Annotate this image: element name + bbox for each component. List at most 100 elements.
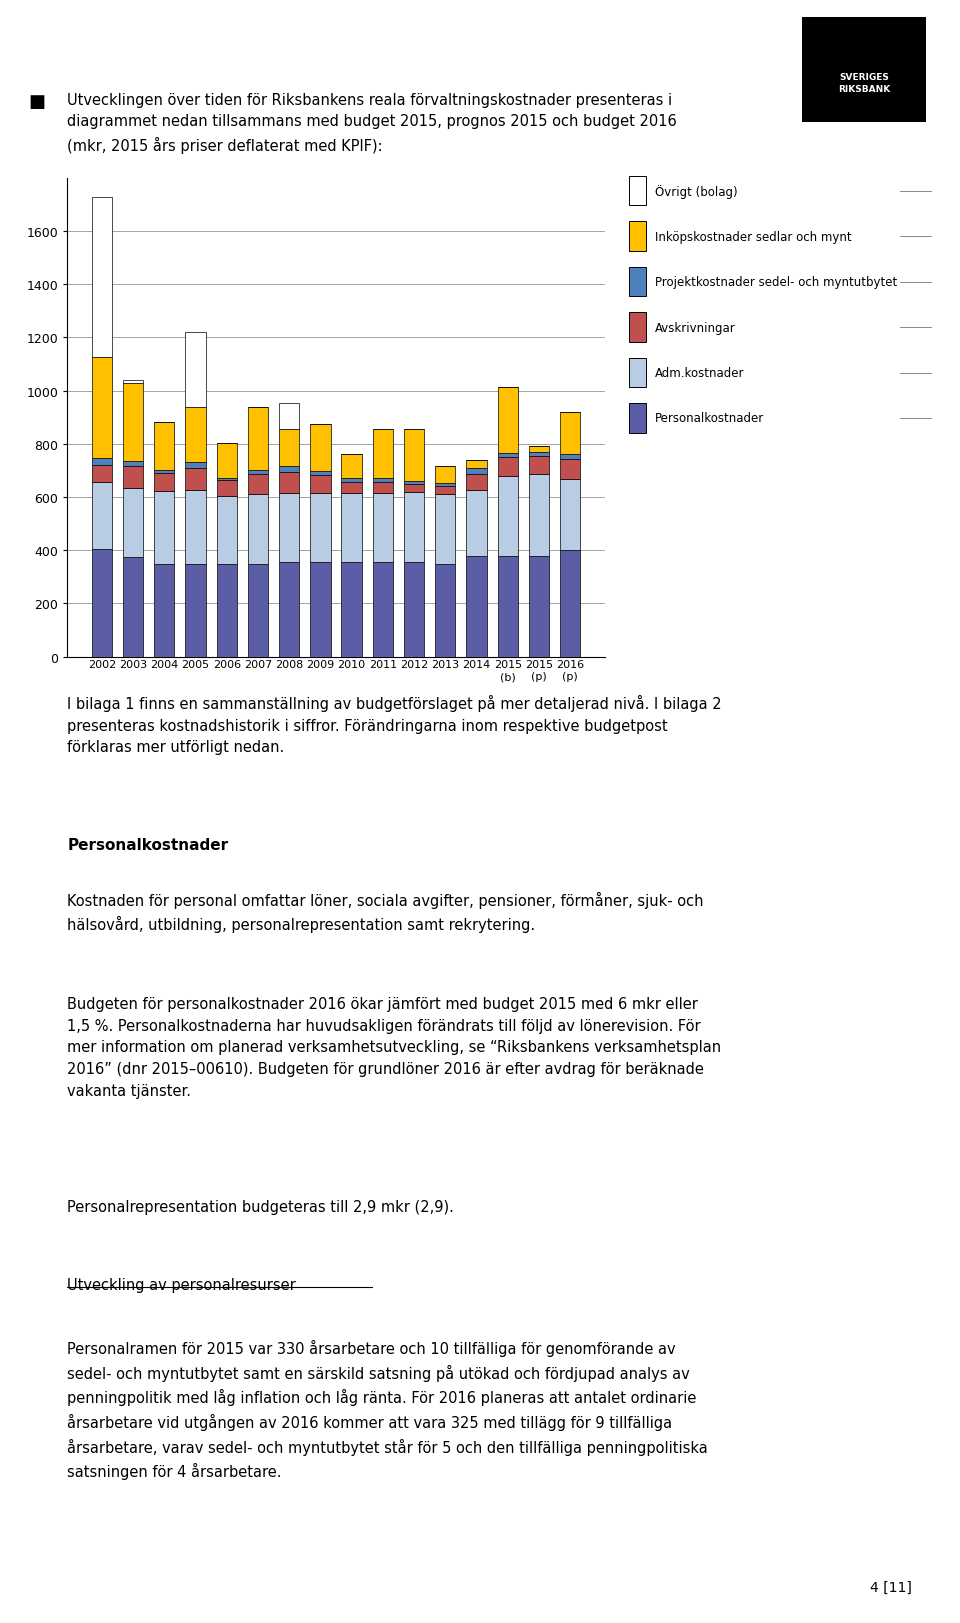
Bar bbox=[435, 565, 455, 657]
Bar bbox=[91, 357, 112, 459]
Text: Personalrepresentation budgeteras till 2,9 mkr (2,9).: Personalrepresentation budgeteras till 2… bbox=[67, 1199, 454, 1214]
Bar bbox=[310, 472, 330, 476]
Bar bbox=[185, 407, 205, 463]
Bar bbox=[560, 459, 581, 480]
Bar bbox=[279, 472, 300, 493]
Bar bbox=[342, 454, 362, 479]
Bar bbox=[372, 482, 393, 493]
Bar bbox=[497, 388, 517, 454]
Text: 4 [11]: 4 [11] bbox=[870, 1579, 912, 1594]
Bar bbox=[279, 467, 300, 472]
Bar bbox=[217, 480, 237, 497]
Bar bbox=[497, 477, 517, 557]
Bar bbox=[529, 557, 549, 657]
Bar bbox=[91, 482, 112, 550]
Bar bbox=[123, 463, 143, 467]
Bar bbox=[372, 493, 393, 563]
Text: Utvecklingen över tiden för Riksbankens reala förvaltningskostnader presenteras : Utvecklingen över tiden för Riksbankens … bbox=[67, 93, 677, 154]
Bar bbox=[248, 565, 268, 657]
Bar bbox=[529, 458, 549, 474]
Bar bbox=[310, 476, 330, 493]
Bar bbox=[155, 422, 175, 471]
Bar bbox=[310, 563, 330, 657]
Text: Utveckling av personalresurser: Utveckling av personalresurser bbox=[67, 1277, 296, 1292]
Bar bbox=[435, 484, 455, 487]
Bar bbox=[185, 463, 205, 469]
Bar bbox=[342, 493, 362, 563]
Bar bbox=[342, 482, 362, 493]
Bar bbox=[404, 563, 424, 657]
Bar bbox=[497, 557, 517, 657]
Bar bbox=[467, 557, 487, 657]
Bar bbox=[560, 480, 581, 550]
Bar bbox=[248, 476, 268, 495]
Bar bbox=[185, 333, 205, 407]
Bar bbox=[91, 466, 112, 482]
Bar bbox=[342, 563, 362, 657]
Bar bbox=[155, 492, 175, 565]
Bar bbox=[217, 479, 237, 480]
Bar bbox=[123, 558, 143, 657]
Bar bbox=[91, 550, 112, 657]
Bar bbox=[217, 497, 237, 565]
Bar bbox=[91, 198, 112, 357]
Text: Projektkostnader sedel- och myntutbytet: Projektkostnader sedel- och myntutbytet bbox=[655, 276, 897, 289]
Text: Adm.kostnader: Adm.kostnader bbox=[655, 367, 744, 380]
Bar bbox=[404, 484, 424, 492]
Bar bbox=[217, 443, 237, 479]
Bar bbox=[279, 403, 300, 430]
Bar bbox=[310, 425, 330, 472]
Bar bbox=[560, 454, 581, 459]
Text: Personalkostnader: Personalkostnader bbox=[655, 412, 764, 425]
Bar bbox=[560, 550, 581, 657]
Bar bbox=[372, 430, 393, 479]
Bar bbox=[123, 467, 143, 489]
Bar bbox=[279, 563, 300, 657]
Text: Personalkostnader: Personalkostnader bbox=[67, 837, 228, 852]
Bar bbox=[155, 471, 175, 474]
Bar bbox=[529, 474, 549, 557]
Text: Personalramen för 2015 var 330 årsarbetare och 10 tillfälliga för genomförande a: Personalramen för 2015 var 330 årsarbeta… bbox=[67, 1339, 708, 1480]
Bar bbox=[467, 474, 487, 490]
Bar bbox=[342, 479, 362, 482]
Text: Avskrivningar: Avskrivningar bbox=[655, 321, 735, 334]
Bar bbox=[560, 414, 581, 454]
Bar bbox=[185, 565, 205, 657]
Bar bbox=[497, 458, 517, 477]
Text: ■: ■ bbox=[29, 93, 46, 110]
Bar bbox=[155, 565, 175, 657]
Bar bbox=[248, 495, 268, 565]
Text: Kostnaden för personal omfattar löner, sociala avgifter, pensioner, förmåner, sj: Kostnaden för personal omfattar löner, s… bbox=[67, 891, 704, 933]
Bar bbox=[123, 381, 143, 383]
Bar bbox=[185, 492, 205, 565]
Bar bbox=[435, 466, 455, 484]
Bar bbox=[404, 492, 424, 563]
Bar bbox=[435, 487, 455, 495]
Bar bbox=[155, 474, 175, 492]
Bar bbox=[91, 459, 112, 466]
Bar bbox=[248, 471, 268, 476]
Bar bbox=[123, 489, 143, 558]
Text: SVERIGES
RIKSBANK: SVERIGES RIKSBANK bbox=[838, 73, 890, 94]
Bar bbox=[467, 461, 487, 469]
Bar bbox=[404, 430, 424, 482]
Bar bbox=[467, 490, 487, 557]
Bar bbox=[279, 493, 300, 563]
Bar bbox=[248, 407, 268, 471]
Text: I bilaga 1 finns en sammanställning av budgetförslaget på mer detaljerad nivå. I: I bilaga 1 finns en sammanställning av b… bbox=[67, 695, 722, 755]
Bar bbox=[310, 493, 330, 563]
Bar bbox=[372, 563, 393, 657]
Bar bbox=[497, 454, 517, 458]
Bar bbox=[279, 430, 300, 467]
Text: Budgeten för personalkostnader 2016 ökar jämfört med budget 2015 med 6 mkr eller: Budgeten för personalkostnader 2016 ökar… bbox=[67, 997, 721, 1097]
Bar bbox=[404, 482, 424, 484]
Text: Övrigt (bolag): Övrigt (bolag) bbox=[655, 185, 737, 198]
Bar bbox=[372, 479, 393, 482]
Bar bbox=[435, 495, 455, 565]
Text: Inköpskostnader sedlar och mynt: Inköpskostnader sedlar och mynt bbox=[655, 230, 852, 243]
Bar bbox=[529, 453, 549, 458]
Bar bbox=[529, 446, 549, 453]
Bar bbox=[217, 565, 237, 657]
Bar bbox=[185, 469, 205, 492]
Bar bbox=[123, 383, 143, 463]
